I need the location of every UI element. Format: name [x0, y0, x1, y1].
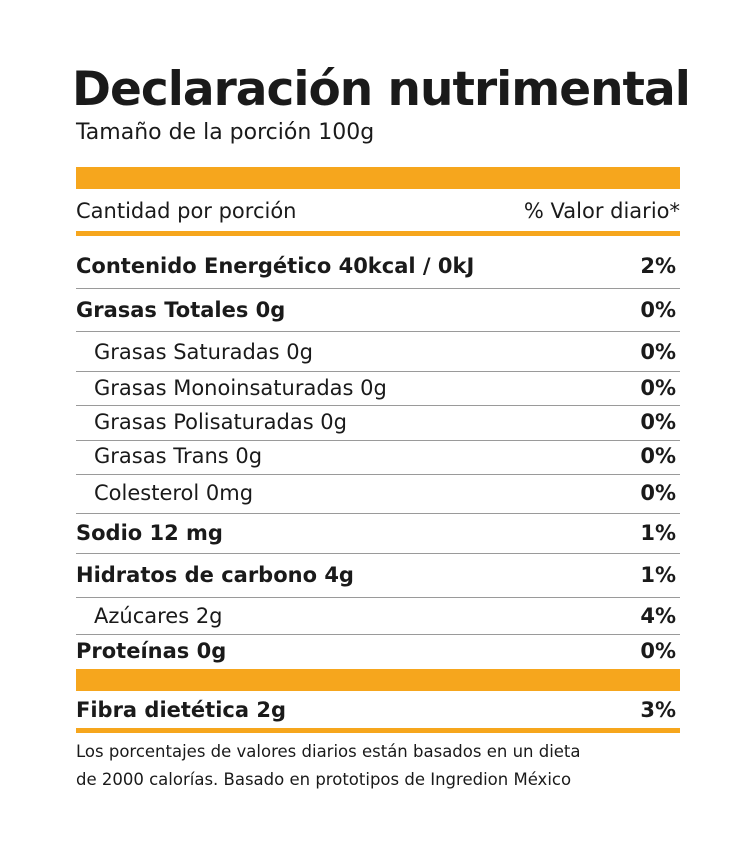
row-divider [76, 405, 680, 406]
nutrient-name: Grasas Monoinsaturadas 0g [94, 375, 387, 400]
row-divider [76, 474, 680, 475]
nutrient-name: Proteínas 0g [76, 639, 227, 663]
nutrient-percent: 1% [640, 520, 676, 545]
accent-bar-bottom [76, 728, 680, 733]
nutrient-row-monounsaturated-fat: Grasas Monoinsaturadas 0g 0% [76, 371, 680, 404]
nutrient-row-fiber: Fibra dietética 2g 3% [76, 692, 680, 728]
nutrient-percent: 1% [640, 563, 676, 587]
nutrient-percent: 0% [640, 298, 676, 322]
row-divider [76, 513, 680, 514]
serving-size: Tamaño de la porción 100g [76, 120, 375, 145]
column-header-row: Cantidad por porción % Valor diario* [76, 190, 680, 231]
nutrient-row-saturated-fat: Grasas Saturadas 0g 0% [76, 334, 680, 370]
nutrient-name: Grasas Trans 0g [94, 444, 263, 468]
nutrient-percent: 4% [640, 604, 676, 628]
nutrient-name: Grasas Polisaturadas 0g [94, 410, 347, 434]
nutrient-row-sodium: Sodio 12 mg 1% [76, 513, 680, 552]
nutrient-name: Grasas Totales 0g [76, 298, 286, 322]
row-divider [76, 288, 680, 289]
footnote-line-2: de 2000 calorías. Basado en prototipos d… [76, 770, 572, 789]
nutrient-percent: 0% [640, 444, 676, 468]
nutrient-percent: 2% [640, 254, 676, 278]
row-divider [76, 597, 680, 598]
nutrient-percent: 0% [640, 410, 676, 434]
nutrient-row-protein: Proteínas 0g 0% [76, 634, 680, 668]
nutrient-row-carbohydrates: Hidratos de carbono 4g 1% [76, 554, 680, 596]
accent-bar-top [76, 167, 680, 189]
nutrient-row-polyunsaturated-fat: Grasas Polisaturadas 0g 0% [76, 405, 680, 439]
nutrient-percent: 0% [640, 639, 676, 663]
nutrient-percent: 0% [640, 340, 676, 364]
nutrient-name: Azúcares 2g [94, 604, 223, 628]
amount-per-serving-header: Cantidad por porción [76, 198, 297, 223]
nutrient-row-sugars: Azúcares 2g 4% [76, 598, 680, 634]
nutrient-name: Colesterol 0mg [94, 481, 254, 505]
nutrient-row-total-fat: Grasas Totales 0g 0% [76, 289, 680, 331]
row-divider [76, 553, 680, 554]
footnote-line-1: Los porcentajes de valores diarios están… [76, 742, 581, 761]
row-divider [76, 440, 680, 441]
nutrient-row-cholesterol: Colesterol 0mg 0% [76, 474, 680, 512]
nutrient-row-energy: Contenido Energético 40kcal / 0kJ 2% [76, 244, 680, 288]
nutrient-row-trans-fat: Grasas Trans 0g 0% [76, 440, 680, 472]
accent-bar-fiber [76, 669, 680, 691]
nutrient-percent: 0% [640, 481, 676, 505]
row-divider [76, 371, 680, 372]
nutrient-name: Contenido Energético 40kcal / 0kJ [76, 254, 475, 278]
daily-value-header: % Valor diario* [523, 198, 680, 223]
accent-bar-header [76, 231, 680, 236]
nutrient-name: Fibra dietética 2g [76, 698, 286, 722]
nutrient-name: Grasas Saturadas 0g [94, 340, 313, 364]
nutrient-percent: 0% [640, 375, 676, 400]
row-divider [76, 331, 680, 332]
nutrient-name: Hidratos de carbono 4g [76, 563, 354, 587]
label-title: Declaración nutrimental [72, 62, 691, 117]
nutrient-name: Sodio 12 mg [76, 520, 223, 545]
nutrient-percent: 3% [640, 698, 676, 722]
footnote: Los porcentajes de valores diarios están… [76, 738, 680, 794]
row-divider [76, 634, 680, 635]
